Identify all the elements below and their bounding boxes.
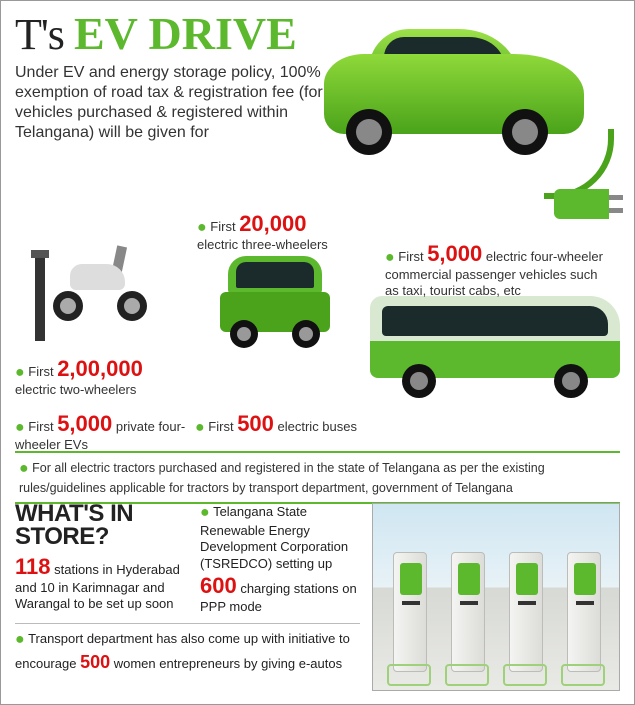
item-pre: First	[28, 419, 57, 434]
women-post: women entrepreneurs by giving e-autos	[110, 656, 342, 671]
car-wheel-icon	[502, 109, 548, 155]
store-heading-l2: STORE?	[15, 523, 109, 550]
power-plug-icon	[554, 189, 609, 219]
item-number: 5,000	[427, 241, 482, 266]
charging-pylon-icon	[451, 552, 485, 672]
store-stations-number: 118	[15, 554, 51, 579]
item-number: 5,000	[57, 411, 112, 436]
parking-mark-icon	[561, 664, 605, 686]
bullet-icon: ●	[195, 419, 205, 436]
bottom-section: WHAT'S IN STORE? 118 stations in Hyderab…	[15, 503, 620, 694]
parking-mark-icon	[445, 664, 489, 686]
charging-station-photo	[372, 503, 620, 691]
headline-pre: T's	[15, 10, 74, 59]
item-bus: ● First 500 electric buses	[195, 411, 365, 437]
exemption-items: ● First 20,000 electric three-wheelers ●…	[15, 216, 620, 446]
item-post: electric two-wheelers	[15, 382, 136, 397]
car-wheel-icon	[346, 109, 392, 155]
infographic-root: T's EV DRIVE Under EV and energy storage…	[0, 0, 635, 705]
item-pre: First	[398, 249, 427, 264]
item-four-wheeler-private: ● First 5,000 private four-wheeler EVs	[15, 411, 190, 453]
tractor-note-text: For all electric tractors purchased and …	[19, 461, 545, 495]
bullet-icon: ●	[19, 460, 29, 477]
charging-pylon-icon	[509, 552, 543, 672]
women-number: 500	[80, 652, 110, 672]
parking-mark-icon	[503, 664, 547, 686]
bullet-icon: ●	[15, 631, 25, 648]
tsredco-block: ● Telangana State Renewable Energy Devel…	[200, 503, 360, 616]
item-three-wheeler: ● First 20,000 electric three-wheelers	[197, 211, 337, 253]
item-pre: First	[208, 419, 237, 434]
tsredco-number: 600	[200, 573, 237, 598]
item-post: electric three-wheelers	[197, 237, 328, 252]
item-four-wheeler-commercial: ● First 5,000 electric four-wheeler comm…	[385, 241, 605, 299]
hero-ev-car-illustration	[314, 19, 624, 214]
two-wheeler-illustration	[35, 246, 145, 316]
lede-text: Under EV and energy storage policy, 100%…	[15, 63, 325, 143]
item-post: electric buses	[274, 419, 357, 434]
headline-accent: EV DRIVE	[74, 8, 297, 59]
three-wheeler-illustration	[220, 256, 330, 351]
charging-post-icon	[35, 256, 45, 341]
item-number: 500	[237, 411, 274, 436]
bullet-icon: ●	[385, 249, 395, 266]
charging-pylon-icon	[567, 552, 601, 672]
item-pre: First	[28, 364, 57, 379]
bus-illustration	[370, 296, 620, 401]
item-number: 2,00,000	[57, 356, 143, 381]
bullet-icon: ●	[197, 219, 207, 236]
store-body: 118 stations in Hyderabad and 10 in Kari…	[15, 553, 185, 613]
women-entrepreneurs-block: ● Transport department has also come up …	[15, 623, 360, 674]
bullet-icon: ●	[15, 364, 25, 381]
charging-pylon-icon	[393, 552, 427, 672]
item-number: 20,000	[239, 211, 306, 236]
bullet-icon: ●	[15, 419, 25, 436]
parking-mark-icon	[387, 664, 431, 686]
item-two-wheeler: ● First 2,00,000 electric two-wheelers	[15, 356, 170, 398]
tractor-note: ● For all electric tractors purchased an…	[15, 451, 620, 504]
item-pre: First	[210, 219, 239, 234]
tsredco-lead: Telangana State Renewable Energy Develop…	[200, 504, 348, 571]
bullet-icon: ●	[200, 504, 210, 521]
